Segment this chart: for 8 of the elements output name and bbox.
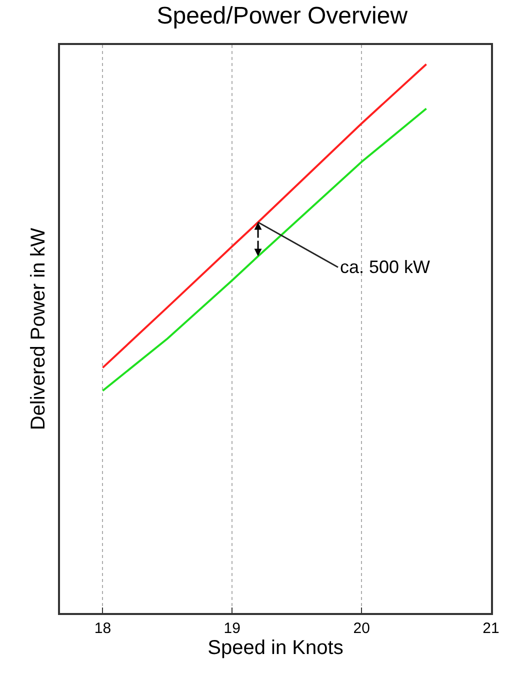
chart-title: Speed/Power Overview [156, 2, 408, 30]
annotation: ca. 500 kW [340, 257, 430, 277]
x-tick-label: 21 [482, 620, 500, 637]
x-tick-label: 19 [224, 620, 240, 637]
x-tick-label: 18 [94, 620, 112, 637]
x-tick-label: 20 [353, 620, 370, 637]
y-axis-title: Delivered Power in kW [27, 228, 50, 430]
x-axis-title: Speed in Knots [208, 636, 344, 659]
